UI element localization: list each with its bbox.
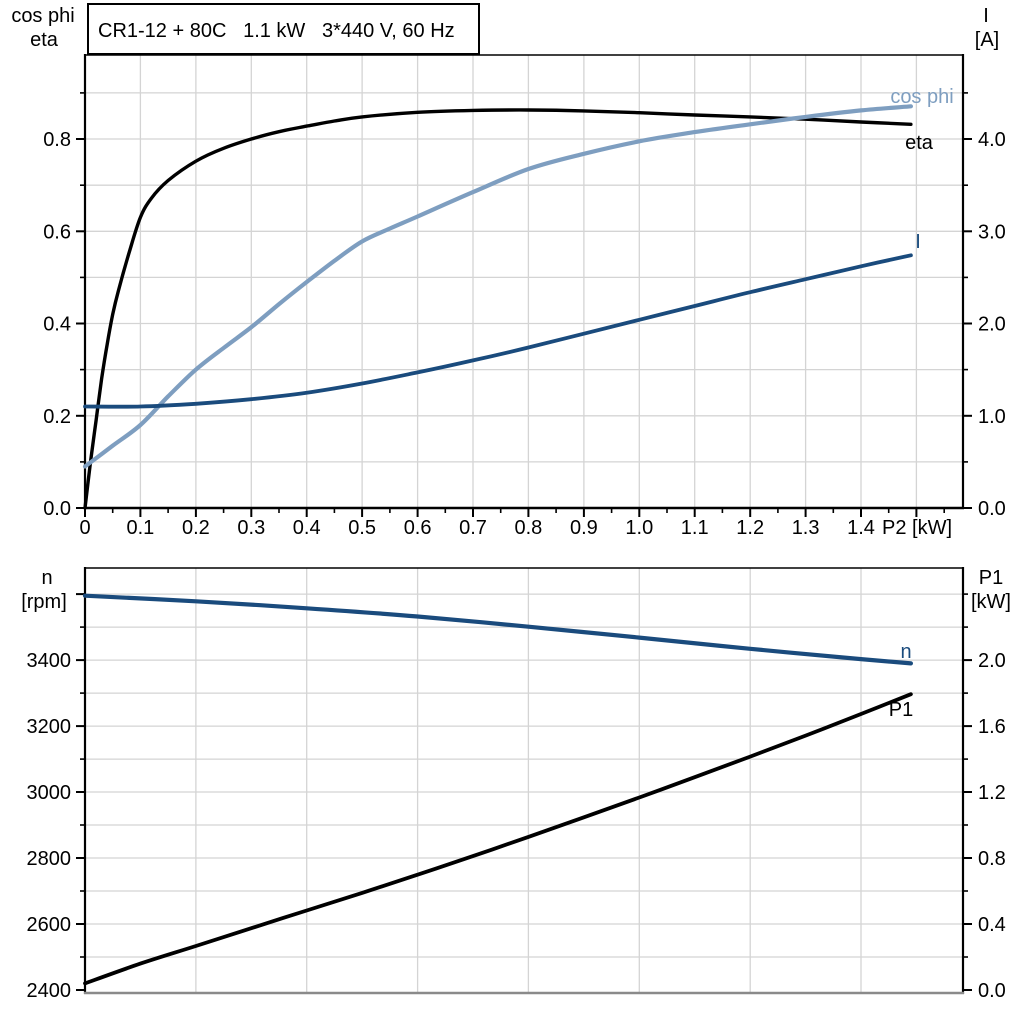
- right-axis: 0.0 1.0 2.0 3.0 4.0: [963, 92, 1006, 520]
- right-tick-label: 0.0: [978, 498, 1006, 520]
- x-tick-label: 0.7: [459, 517, 487, 539]
- left-tick-label: 0.8: [43, 129, 71, 151]
- x-tick-label: 0.6: [404, 517, 432, 539]
- p1-curve-label: P1: [889, 699, 913, 721]
- left-tick-label: 2600: [27, 914, 72, 936]
- cos-phi-curve: [82, 104, 913, 469]
- left-axis: 0.0 0.2 0.4 0.6 0.8: [43, 92, 85, 520]
- left-tick-label: 0.2: [43, 406, 71, 428]
- i-curve: [83, 253, 913, 409]
- x-tick-label: 0.3: [237, 517, 265, 539]
- right-tick-label: 2.0: [978, 650, 1006, 672]
- left-tick-label: 2800: [27, 848, 72, 870]
- right-tick-label: 4.0: [978, 129, 1006, 151]
- right-tick-label: 1.2: [978, 782, 1006, 804]
- x-tick-label: 0.8: [514, 517, 542, 539]
- x-tick-label: 1.2: [736, 517, 764, 539]
- plot-frame: [83, 54, 965, 510]
- right-tick-label: 1.0: [978, 406, 1006, 428]
- right-axis-unit-kw: [kW]: [971, 591, 1011, 613]
- plot-frame: [83, 567, 965, 995]
- right-tick-label: 0.4: [978, 914, 1006, 936]
- x-axis-title: P2 [kW]: [882, 517, 952, 539]
- x-tick-label: 0: [79, 517, 90, 539]
- right-tick-label: 2.0: [978, 314, 1006, 336]
- n-curve: [82, 593, 913, 666]
- left-axis-unit-n: n: [41, 567, 52, 589]
- eta-curve: [83, 108, 913, 510]
- right-tick-label: 3.0: [978, 221, 1006, 243]
- left-tick-label: 3200: [27, 716, 72, 738]
- i-curve-label: I: [915, 231, 921, 253]
- right-tick-label: 0.0: [978, 980, 1006, 1002]
- x-tick-label: 0.1: [126, 517, 154, 539]
- left-tick-label: 2400: [27, 980, 72, 1002]
- right-axis-unit-p1: P1: [979, 567, 1003, 589]
- left-tick-label: 3400: [27, 650, 72, 672]
- p1-curve: [83, 692, 913, 986]
- x-tick-label: 0.5: [348, 517, 376, 539]
- n-curve-label: n: [900, 641, 911, 663]
- chart-speed-power: 2400 2600 2800 3000 3200 3400 0.0 0.4 0.8 1.2 1.6 2…: [21, 567, 1011, 1002]
- left-tick-label: 3000: [27, 782, 72, 804]
- left-axis-unit-cos-phi: cos phi: [11, 5, 74, 27]
- gridlines: [85, 55, 963, 508]
- chart-motor-performance: 0.0 0.2 0.4 0.6 0.8 0.0 1.0 2.0 3.0 4.0 0 0.1 0.2 0.3…: [11, 3, 1006, 539]
- left-axis-unit-rpm: [rpm]: [21, 591, 67, 613]
- x-tick-label: 1.3: [792, 517, 820, 539]
- x-tick-label: 0.4: [293, 517, 321, 539]
- right-axis-unit-ampere: [A]: [975, 29, 999, 51]
- right-axis: 0.0 0.4 0.8 1.2 1.6 2.0: [963, 593, 1006, 1002]
- eta-curve-label: eta: [905, 132, 934, 154]
- left-tick-label: 0.0: [43, 498, 71, 520]
- x-tick-label: 1.4: [847, 517, 875, 539]
- x-tick-label: 1.1: [681, 517, 709, 539]
- x-tick-label: 0.9: [570, 517, 598, 539]
- left-axis-unit-eta: eta: [30, 29, 59, 51]
- right-axis-unit-I: I: [983, 5, 989, 27]
- left-axis: 2400 2600 2800 3000 3200 3400: [27, 593, 85, 1002]
- left-tick-label: 0.6: [43, 221, 71, 243]
- x-tick-label: 1.0: [625, 517, 653, 539]
- chart-title: CR1-12 + 80C 1.1 kW 3*440 V, 60 Hz: [98, 20, 455, 42]
- cos-phi-curve-label: cos phi: [890, 86, 953, 108]
- x-axis: 0 0.1 0.2 0.3 0.4 0.5 0.6 0.7 0.8 0.9 1.0 1.1 1.2 1.3…: [79, 508, 952, 539]
- right-tick-label: 1.6: [978, 716, 1006, 738]
- chart-title-box: CR1-12 + 80C 1.1 kW 3*440 V, 60 Hz: [87, 3, 480, 55]
- gridlines: [85, 568, 963, 993]
- x-tick-label: 0.2: [182, 517, 210, 539]
- right-tick-label: 0.8: [978, 848, 1006, 870]
- left-tick-label: 0.4: [43, 314, 71, 336]
